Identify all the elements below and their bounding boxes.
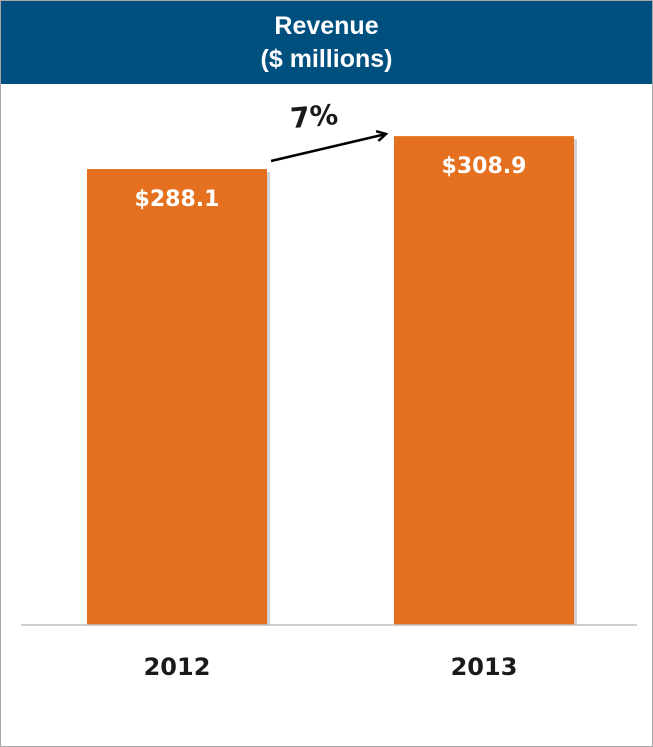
bar-value-label: $308.9: [442, 154, 527, 179]
growth-annotation: 7%: [289, 98, 339, 135]
x-tick-label: 2012: [144, 653, 211, 681]
bar-2012: [87, 169, 267, 626]
chart-title: Revenue: [274, 12, 379, 40]
bar-2013: [394, 136, 574, 625]
x-tick-label: 2013: [451, 653, 518, 681]
bar-value-label: $288.1: [135, 187, 220, 212]
chart-subtitle: ($ millions): [260, 45, 393, 73]
growth-arrow: [270, 134, 386, 163]
chart-header: Revenue ($ millions): [1, 1, 652, 84]
